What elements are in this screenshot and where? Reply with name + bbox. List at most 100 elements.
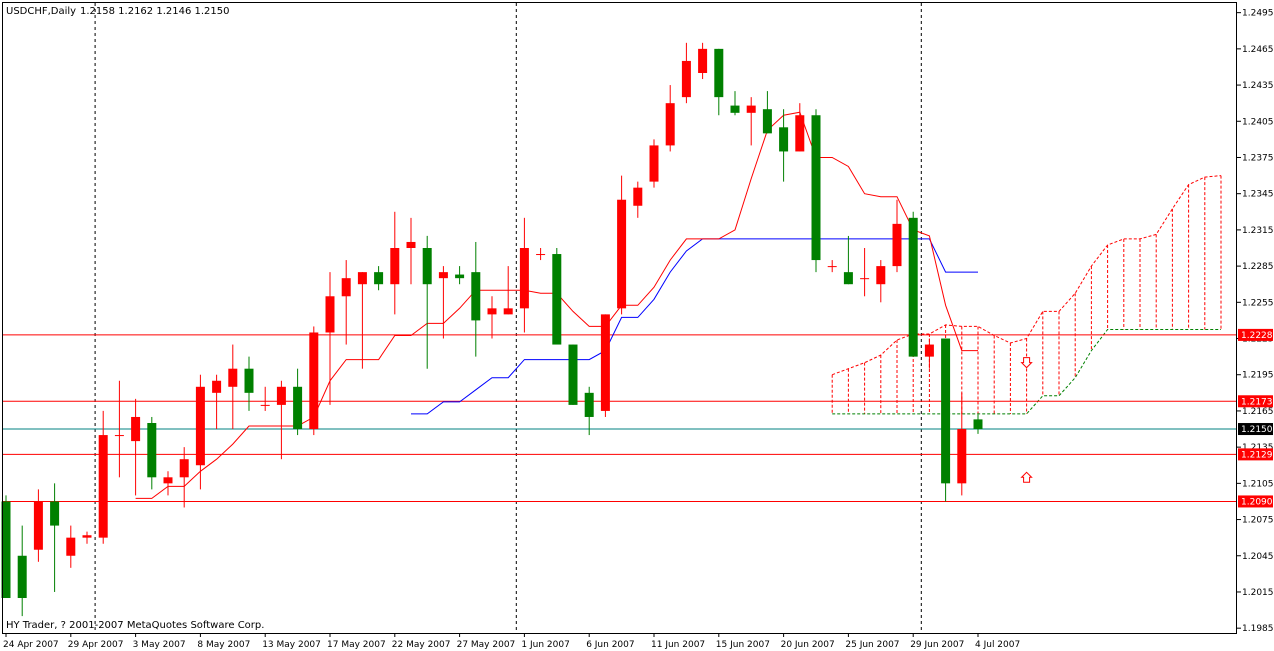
- level-tag-label: 1.2173: [1241, 397, 1273, 407]
- candle: [33, 489, 43, 562]
- candle: [390, 211, 400, 315]
- candle-body: [33, 501, 43, 550]
- horizontal-levels[interactable]: [3, 334, 1237, 502]
- candle-body: [876, 266, 886, 285]
- time-tick-label: 24 Apr 2007: [3, 640, 59, 650]
- candle: [811, 109, 821, 273]
- candle: [114, 380, 124, 478]
- candle: [228, 344, 238, 430]
- candle: [973, 414, 983, 434]
- level-tag-label: 1.2129: [1241, 450, 1273, 460]
- candle: [552, 248, 562, 345]
- candle: [600, 314, 610, 417]
- candle-body: [714, 48, 724, 98]
- current-price-tag-bg: [1238, 423, 1273, 436]
- level-tag-bg: [1238, 495, 1273, 508]
- level-tag: 1.2090: [1238, 495, 1273, 508]
- candle: [244, 356, 254, 411]
- candle: [633, 181, 643, 218]
- candle: [471, 241, 481, 357]
- candle: [147, 416, 157, 490]
- candle: [357, 272, 367, 369]
- price-tick-label: 1.2375: [1242, 153, 1274, 163]
- candle-body: [260, 404, 270, 406]
- price-tick-label: 1.2075: [1242, 516, 1274, 526]
- candle: [163, 471, 173, 496]
- price-axis[interactable]: 1.2495 1.2465 1.2435 1.2405 1.2375 1.2345 1.23…: [1237, 9, 1274, 635]
- candle: [843, 235, 853, 285]
- arrow-marks: [1020, 357, 1033, 483]
- candle-body: [374, 272, 384, 285]
- candle-body: [98, 435, 108, 538]
- time-tick-label: 3 May 2007: [133, 640, 186, 650]
- candle-body: [422, 248, 432, 285]
- price-tick-label: 1.2195: [1242, 371, 1274, 381]
- candle: [941, 338, 951, 502]
- candle: [438, 266, 448, 339]
- candle-body: [147, 423, 157, 478]
- time-tick-label: 8 May 2007: [197, 640, 250, 650]
- copyright-text: HY Trader, ? 2001-2007 MetaQuotes Softwa…: [6, 620, 264, 631]
- candle: [924, 338, 934, 369]
- level-tag: 1.2129: [1238, 448, 1273, 461]
- arrow-up-icon: [1020, 471, 1033, 483]
- candle: [455, 266, 465, 285]
- level-tag-bg: [1238, 448, 1273, 461]
- candle-body: [908, 217, 918, 357]
- candle-body: [957, 429, 967, 484]
- time-tick-label: 15 Jun 2007: [716, 640, 770, 650]
- candle: [260, 386, 270, 411]
- current-price-tag: 1.2150: [1238, 423, 1273, 436]
- candle-body: [973, 419, 983, 430]
- candle: [374, 266, 384, 291]
- price-tick-label: 1.2165: [1242, 407, 1274, 417]
- candle: [779, 109, 789, 182]
- senkou-span-a: [832, 175, 1222, 376]
- candle-body: [762, 109, 772, 134]
- time-tick-label: 6 Jun 2007: [586, 640, 634, 650]
- price-tick-label: 1.2255: [1242, 298, 1274, 308]
- candle-body: [341, 278, 351, 297]
- price-tick-label: 1.2495: [1242, 9, 1274, 19]
- candle: [860, 248, 870, 297]
- candle-body: [552, 254, 562, 345]
- time-axis[interactable]: 24 Apr 2007 29 Apr 2007 3 May 2007 8 May 20…: [3, 633, 1020, 650]
- price-tick-label: 1.2465: [1242, 45, 1274, 55]
- price-tick-label: 1.2435: [1242, 81, 1274, 91]
- candle: [503, 266, 513, 315]
- candle-body: [536, 254, 546, 256]
- time-tick-label: 22 May 2007: [392, 640, 451, 650]
- price-tick-label: 1.2405: [1242, 117, 1274, 127]
- candle: [908, 211, 918, 357]
- candle-body: [293, 386, 303, 430]
- candle-body: [584, 392, 594, 417]
- candle-body: [698, 48, 708, 73]
- candle: [17, 525, 27, 617]
- candle-body: [82, 535, 92, 538]
- candle-body: [665, 103, 675, 146]
- candle-body: [244, 368, 254, 393]
- candle: [325, 272, 335, 405]
- time-tick-label: 27 May 2007: [457, 640, 516, 650]
- candle-body: [681, 60, 691, 98]
- price-tick-label: 1.2135: [1242, 443, 1274, 453]
- ichimoku-cloud: [831, 175, 1222, 415]
- level-tag-label: 1.2228: [1241, 331, 1273, 341]
- candle-body: [860, 278, 870, 280]
- candle: [536, 248, 546, 261]
- candles: [1, 42, 983, 617]
- candle: [892, 199, 902, 273]
- candle-body: [114, 435, 124, 437]
- kijun-sen-line: [411, 238, 978, 415]
- candle-body: [633, 187, 643, 206]
- candle-body: [276, 386, 286, 405]
- candle-body: [649, 145, 659, 182]
- candle: [66, 525, 76, 568]
- level-tag: 1.2173: [1238, 395, 1273, 408]
- candle-body: [325, 296, 335, 333]
- candle: [617, 175, 627, 315]
- plot-frame: [2, 2, 1237, 634]
- candle: [422, 235, 432, 369]
